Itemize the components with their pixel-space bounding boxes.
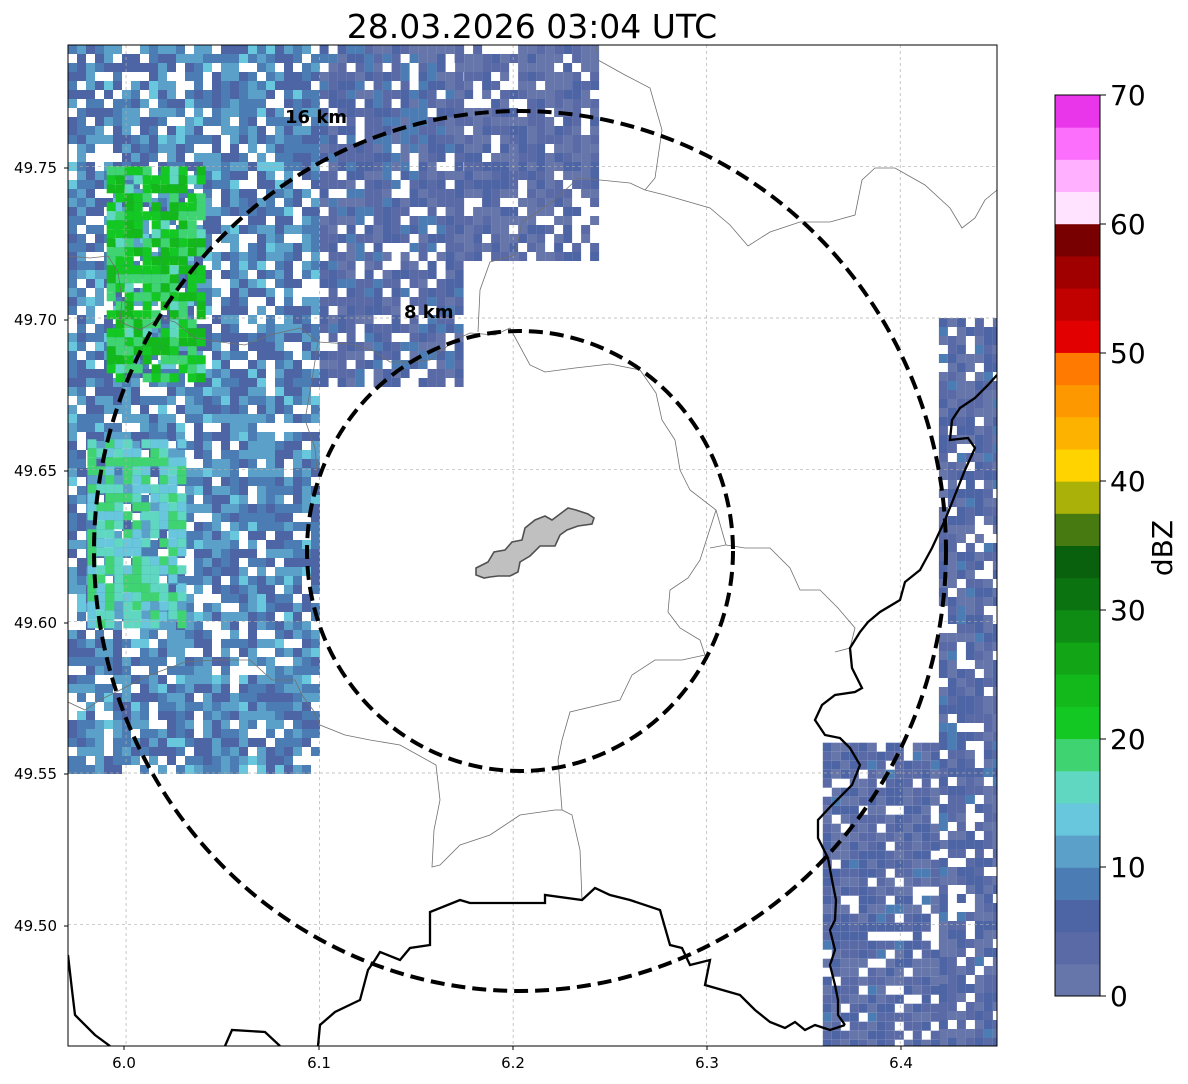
range-ring-label-8km: 8 km xyxy=(404,302,454,323)
map-frame xyxy=(67,44,998,1047)
lat-tick-label: 49.70 xyxy=(14,311,57,329)
admin-boundary-line xyxy=(561,809,583,901)
lat-tick-label: 49.75 xyxy=(14,159,57,177)
longitude-axis: 6.0 6.1 6.2 6.3 6.4 xyxy=(112,1046,913,1072)
colorbar-segment xyxy=(1055,191,1100,225)
range-ring-8km xyxy=(305,329,735,773)
lat-tick-label: 49.55 xyxy=(14,765,57,783)
colorbar-segments xyxy=(1055,95,1100,997)
colorbar-segment xyxy=(1055,577,1100,611)
colorbar-tick-label: 0 xyxy=(1110,980,1128,1013)
colorbar-segment xyxy=(1055,288,1100,321)
admin-boundary-line xyxy=(644,167,997,247)
colorbar-segment xyxy=(1055,867,1100,900)
colorbar-segment xyxy=(1055,706,1100,740)
range-ring-16km xyxy=(92,109,948,993)
map-area: 16 km 8 km xyxy=(68,45,997,1046)
colorbar-tick-label: 70 xyxy=(1110,79,1146,112)
lat-tick-label: 49.60 xyxy=(14,614,57,632)
colorbar-tick-label: 50 xyxy=(1110,337,1146,370)
country-border-line xyxy=(813,374,997,1026)
colorbar-segment xyxy=(1055,674,1100,707)
colorbar-segment xyxy=(1055,352,1100,386)
map-gridlines xyxy=(68,45,997,1046)
precipitation-cell xyxy=(87,439,187,629)
colorbar-segment xyxy=(1055,159,1100,193)
colorbar-segment xyxy=(1055,738,1100,772)
colorbar-segment xyxy=(1055,642,1100,675)
country-border-line xyxy=(223,1028,281,1046)
precipitation-cell xyxy=(455,45,600,261)
lat-tick-label: 49.50 xyxy=(14,917,57,935)
country-borders xyxy=(68,374,997,1046)
dbz-colorbar: 0 10 20 30 40 50 60 70 dBZ xyxy=(1054,79,1179,1013)
lon-tick-label: 6.2 xyxy=(501,1054,525,1072)
colorbar-segment xyxy=(1055,223,1100,257)
admin-boundary-line xyxy=(68,509,717,868)
colorbar-segment xyxy=(1055,545,1100,579)
colorbar-title: dBZ xyxy=(1146,520,1179,576)
colorbar-segment xyxy=(1055,127,1100,160)
colorbar-segment xyxy=(1055,95,1100,128)
precipitation-cell xyxy=(106,166,206,383)
colorbar-segment xyxy=(1055,255,1100,289)
precipitation-cell xyxy=(822,742,940,1046)
lon-tick-label: 6.1 xyxy=(307,1054,331,1072)
admin-boundary-line xyxy=(477,177,646,333)
colorbar-segment xyxy=(1055,835,1100,868)
colorbar-tick-label: 10 xyxy=(1110,851,1146,884)
lon-tick-label: 6.0 xyxy=(112,1054,136,1072)
colorbar-segment xyxy=(1055,448,1100,482)
colorbar-segment xyxy=(1055,513,1100,546)
colorbar-segment xyxy=(1055,802,1100,836)
country-border-line xyxy=(316,886,846,1046)
colorbar-segment xyxy=(1055,384,1100,418)
colorbar-tick-label: 20 xyxy=(1110,723,1146,756)
colorbar-segment xyxy=(1055,770,1100,804)
admin-boundary-line xyxy=(595,45,663,191)
colorbar-frame xyxy=(1054,94,1101,997)
colorbar-tick-label: 30 xyxy=(1110,594,1146,627)
precipitation-cell xyxy=(938,318,997,1046)
colorbar-tick-label: 60 xyxy=(1110,208,1146,241)
range-ring-label-16km: 16 km xyxy=(285,107,347,128)
range-rings xyxy=(92,109,948,993)
city-area xyxy=(475,507,595,579)
admin-boundary-line xyxy=(304,341,319,473)
latitude-axis: 49.75 49.70 49.65 49.60 49.55 49.50 xyxy=(14,159,68,935)
lon-tick-label: 6.3 xyxy=(695,1054,719,1072)
colorbar-segment xyxy=(1055,963,1100,997)
colorbar-segment xyxy=(1055,899,1100,933)
colorbar-tick-label: 40 xyxy=(1110,465,1146,498)
precipitation-cell xyxy=(319,45,464,387)
colorbar-segment xyxy=(1055,931,1100,965)
colorbar-segment xyxy=(1055,320,1100,353)
lon-tick-label: 6.4 xyxy=(889,1054,913,1072)
colorbar-segment xyxy=(1055,609,1100,643)
colorbar-ticks: 0 10 20 30 40 50 60 70 xyxy=(1100,79,1146,1013)
lat-tick-label: 49.65 xyxy=(14,462,57,480)
map-title: 28.03.2026 03:04 UTC xyxy=(347,7,717,46)
colorbar-segment xyxy=(1055,416,1100,450)
admin-boundary-line xyxy=(725,544,856,653)
country-border-line xyxy=(68,954,111,1046)
colorbar-segment xyxy=(1055,481,1100,514)
